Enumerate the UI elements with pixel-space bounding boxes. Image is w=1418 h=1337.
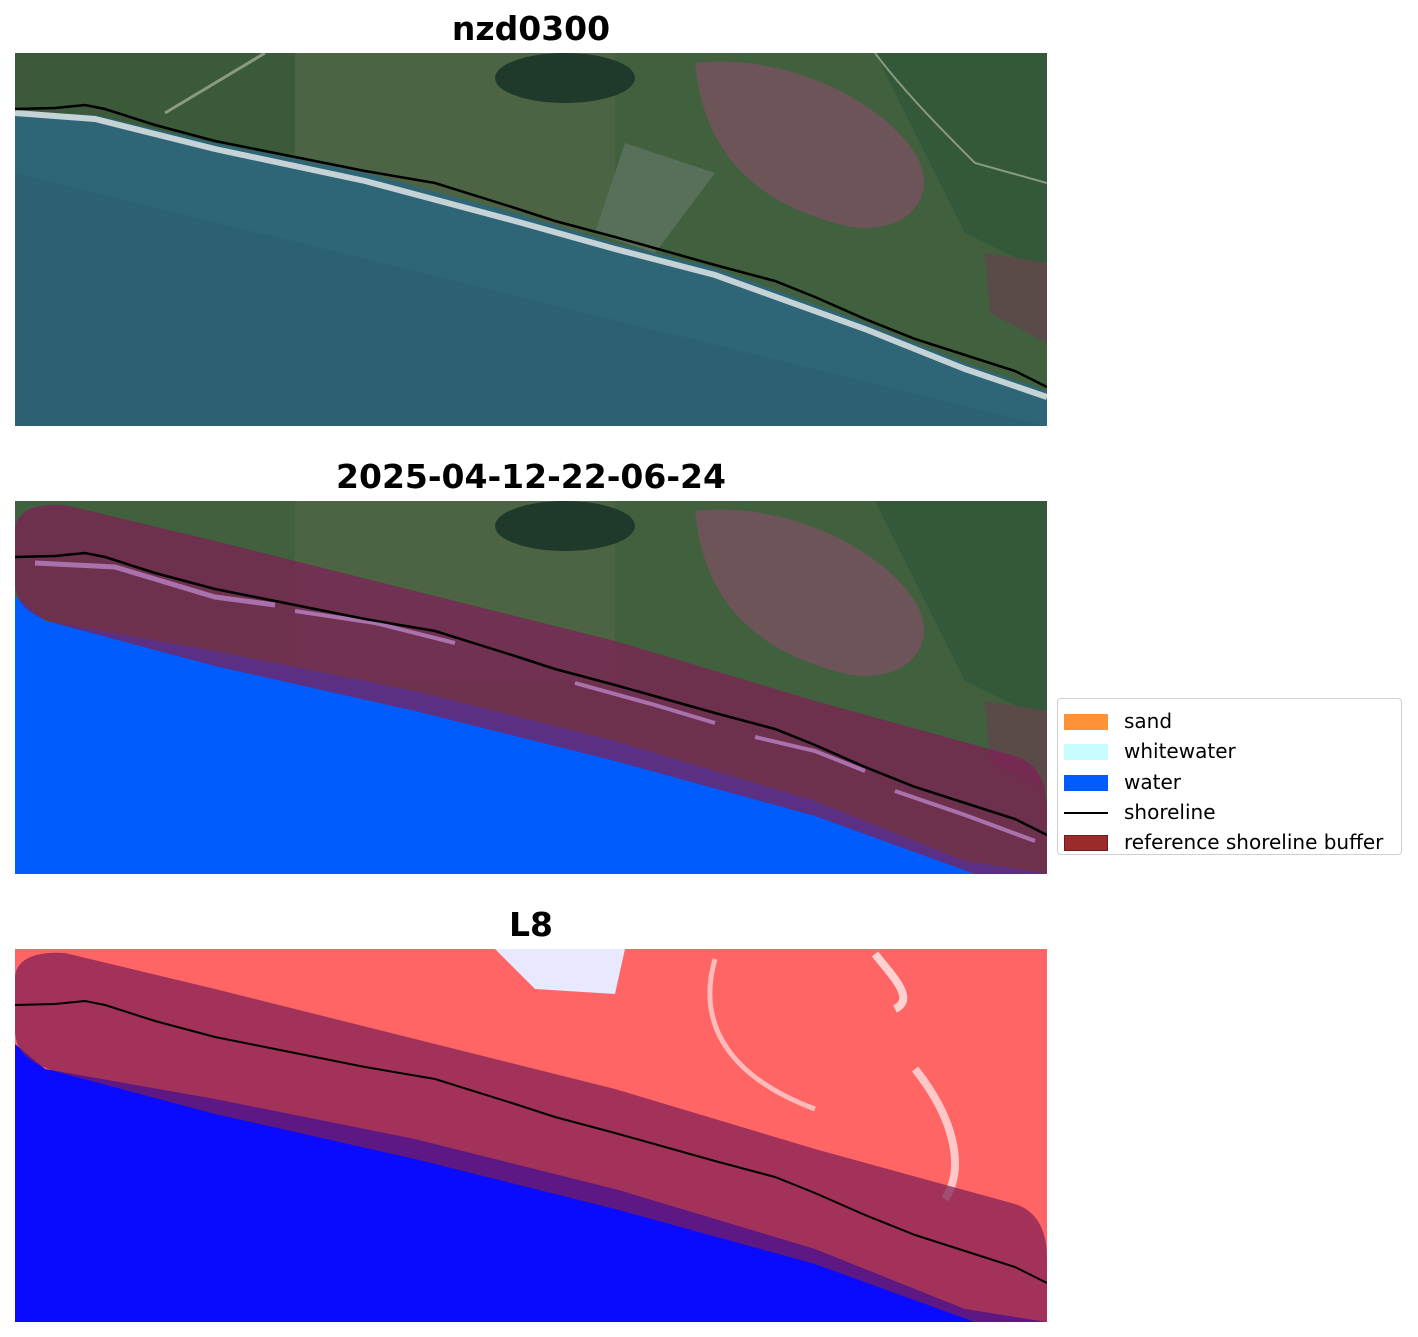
sand-swatch xyxy=(1064,714,1108,730)
panel-title-index: L8 xyxy=(509,905,553,944)
buffer-swatch xyxy=(1064,835,1108,852)
legend-label-whitewater: whitewater xyxy=(1124,739,1236,764)
water-swatch xyxy=(1064,774,1108,791)
legend-label-water: water xyxy=(1124,769,1181,794)
legend: sand whitewater water shoreline referenc… xyxy=(1057,698,1402,855)
rgb-satellite-image xyxy=(15,53,1047,426)
index-panel xyxy=(15,949,1047,1322)
legend-label-shoreline: shoreline xyxy=(1124,799,1216,824)
legend-item-whitewater: whitewater xyxy=(1058,735,1401,765)
rgb-image-panel xyxy=(15,53,1047,426)
legend-item-shoreline: shoreline xyxy=(1058,796,1401,826)
panel-title-rgb: nzd0300 xyxy=(451,9,611,48)
legend-item-water: water xyxy=(1058,766,1401,796)
index-image xyxy=(15,949,1047,1322)
panel-title-classification: 2025-04-12-22-06-24 xyxy=(336,457,726,496)
legend-label-sand: sand xyxy=(1124,709,1173,733)
classification-panel xyxy=(15,501,1047,874)
classification-image xyxy=(15,501,1047,874)
legend-item-sand: sand xyxy=(1058,705,1401,735)
legend-label-buffer: reference shoreline buffer xyxy=(1124,830,1384,855)
whitewater-swatch xyxy=(1064,744,1108,761)
shoreline-swatch xyxy=(1064,811,1108,814)
legend-item-buffer: reference shoreline buffer xyxy=(1058,826,1401,856)
